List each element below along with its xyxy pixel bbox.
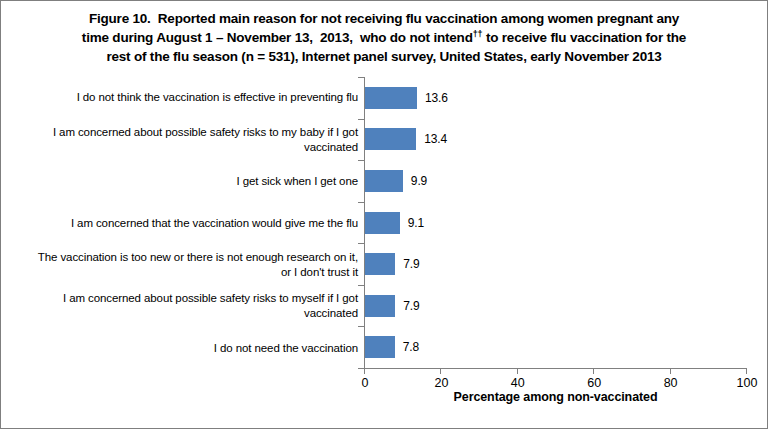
value-label: 13.4: [424, 132, 447, 146]
x-axis-tick: [517, 368, 518, 374]
x-axis-title: Percentage among non-vaccinated: [364, 390, 747, 404]
category-label: I do not think the vaccination is effect…: [3, 77, 358, 119]
value-label: 13.6: [425, 91, 448, 105]
y-axis-tick: [358, 77, 364, 78]
x-tick-label: 60: [587, 376, 601, 390]
x-tick-label: 0: [362, 376, 369, 390]
bar: [365, 253, 395, 275]
title-line-2-pre: time during August 1 – November 13, 2013…: [82, 30, 473, 45]
y-axis-tick: [358, 119, 364, 120]
plot-area: 13.613.49.99.17.97.97.8 020406080100: [364, 77, 747, 369]
x-axis-tick: [746, 368, 747, 374]
x-tick-label: 100: [737, 376, 758, 390]
value-label: 9.1: [408, 216, 424, 230]
x-axis-tick: [364, 368, 365, 374]
bar-row: 7.8: [365, 326, 747, 368]
x-tick-label: 40: [511, 376, 525, 390]
category-label: The vaccination is too new or there is n…: [3, 244, 358, 286]
y-axis-tick: [358, 202, 364, 203]
x-tick-label: 80: [664, 376, 678, 390]
bar: [365, 295, 395, 317]
bar-row: 7.9: [365, 243, 747, 285]
y-axis-tick: [358, 243, 364, 244]
title-line-1: Figure 10. Reported main reason for not …: [1, 9, 767, 28]
bar-row: 13.4: [365, 119, 747, 161]
y-axis-tick: [358, 285, 364, 286]
category-axis-labels: I do not think the vaccination is effect…: [3, 77, 358, 369]
figure-10-bar-chart: Figure 10. Reported main reason for not …: [0, 0, 768, 429]
bar: [365, 128, 416, 150]
value-label: 7.9: [403, 257, 419, 271]
bar: [365, 170, 403, 192]
bar: [365, 212, 400, 234]
value-label: 7.8: [403, 340, 419, 354]
value-label: 9.9: [411, 174, 427, 188]
bar-row: 9.1: [365, 202, 747, 244]
title-line-2-post: to receive flu vaccination for the: [482, 30, 686, 45]
bar: [365, 87, 417, 109]
bar-row: 7.9: [365, 285, 747, 327]
value-label: 7.9: [403, 299, 419, 313]
double-dagger-superscript: ††: [473, 29, 483, 39]
bar-rows: 13.6 13.4 9.9 9.1 7.9 7.9 7.8: [365, 77, 747, 368]
category-label: I do not need the vaccination: [3, 327, 358, 369]
category-label: I am concerned that the vaccination woul…: [3, 202, 358, 244]
x-axis-tick: [440, 368, 441, 374]
category-label: I am concerned about possible safety ris…: [3, 286, 358, 328]
y-axis-tick: [358, 326, 364, 327]
chart-title: Figure 10. Reported main reason for not …: [1, 9, 767, 66]
y-axis-tick: [358, 160, 364, 161]
x-axis-tick: [593, 368, 594, 374]
title-line-3: rest of the flu season (n = 531), Intern…: [1, 47, 767, 66]
bar-row: 9.9: [365, 160, 747, 202]
x-tick-label: 20: [434, 376, 448, 390]
title-line-2: time during August 1 – November 13, 2013…: [1, 28, 767, 47]
bar: [365, 336, 395, 358]
category-label: I am concerned about possible safety ris…: [3, 119, 358, 161]
category-label: I get sick when I get one: [3, 160, 358, 202]
bar-row: 13.6: [365, 77, 747, 119]
x-axis-tick: [670, 368, 671, 374]
